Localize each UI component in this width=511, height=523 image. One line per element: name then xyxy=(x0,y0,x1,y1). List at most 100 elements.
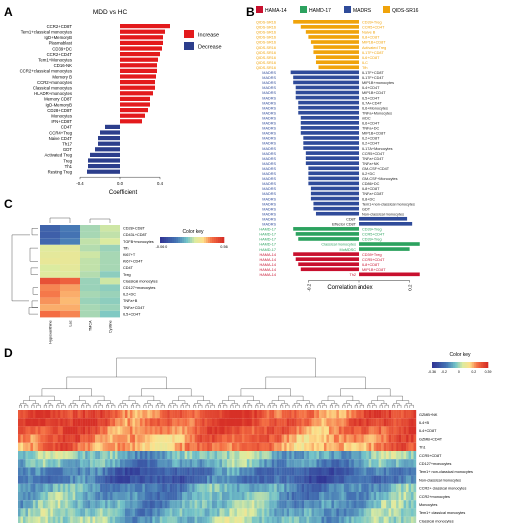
panel-c-color-key-segment xyxy=(168,237,171,243)
panel-c-dendrogram-branch xyxy=(31,300,38,308)
panel-d-cell xyxy=(224,410,228,419)
panel-d-cell xyxy=(294,500,297,509)
panel-d-cell xyxy=(95,483,98,492)
panel-d-cell xyxy=(304,418,307,427)
panel-d-cell xyxy=(85,500,88,509)
panel-d-cell xyxy=(296,500,300,509)
panel-d-cell xyxy=(281,418,285,427)
panel-a-bar xyxy=(120,91,153,96)
panel-b-scale-label: QIDS-SR16 xyxy=(256,36,276,40)
panel-d-cell xyxy=(408,483,412,492)
panel-d-cell xyxy=(92,410,96,419)
panel-d-cell xyxy=(182,467,185,476)
panel-d-cell xyxy=(25,459,29,468)
panel-d-cell xyxy=(328,459,332,468)
panel-d-cell xyxy=(18,459,21,468)
panel-d-cell xyxy=(207,467,210,476)
panel-d-cell xyxy=(318,434,322,443)
panel-d-cell xyxy=(115,410,118,419)
panel-d-cell xyxy=(358,508,362,517)
panel-d-cell xyxy=(281,500,285,509)
panel-d-cell xyxy=(107,516,111,523)
panel-d-cell xyxy=(358,492,362,501)
panel-d-cell xyxy=(62,467,66,476)
panel-d-cell xyxy=(378,500,382,509)
panel-d-cell xyxy=(269,475,272,484)
panel-d-cell xyxy=(241,483,245,492)
panel-d-cell xyxy=(226,451,230,460)
panel-d-cell xyxy=(100,451,103,460)
panel-d-cell xyxy=(47,459,51,468)
panel-d-cell xyxy=(264,467,267,476)
panel-d-cell xyxy=(241,426,245,435)
panel-d-cell xyxy=(256,426,260,435)
panel-d-cell xyxy=(371,500,374,509)
panel-d-cell xyxy=(179,500,183,509)
panel-d-cell xyxy=(363,467,367,476)
panel-d-cell xyxy=(291,483,295,492)
panel-d-dendrogram-branch xyxy=(219,403,226,406)
panel-d-cell xyxy=(366,426,369,435)
panel-d-cell xyxy=(95,475,98,484)
panel-d-cell xyxy=(184,467,188,476)
panel-d-cell xyxy=(102,442,106,451)
panel-a-bar xyxy=(120,57,158,62)
panel-d-cell xyxy=(301,500,305,509)
panel-d-cell xyxy=(328,475,332,484)
panel-d-cell xyxy=(333,459,337,468)
panel-d-cell xyxy=(306,410,310,419)
panel-d-cell xyxy=(408,516,412,523)
panel-d-cell xyxy=(351,483,355,492)
panel-d-color-key-segment xyxy=(484,362,487,368)
panel-a-xlabel: Coefficient xyxy=(109,190,138,196)
panel-d-cell xyxy=(231,516,235,523)
panel-d-cell xyxy=(47,492,51,501)
panel-d-cell xyxy=(27,516,31,523)
panel-d-cell xyxy=(373,410,377,419)
panel-d-cell xyxy=(246,508,250,517)
panel-d-dendrogram-branch xyxy=(144,403,151,406)
panel-d-cell xyxy=(371,426,374,435)
panel-d-cell xyxy=(284,483,287,492)
panel-d-cell xyxy=(167,492,170,501)
panel-d-cell xyxy=(112,434,116,443)
panel-d-cell xyxy=(157,516,160,523)
panel-d-cell xyxy=(119,426,123,435)
panel-d-cell xyxy=(271,475,275,484)
panel-c-color-key-segment xyxy=(192,237,195,243)
panel-d-cell xyxy=(408,467,412,476)
panel-d-cell xyxy=(139,434,143,443)
panel-b-scale-label: MADRS xyxy=(262,142,276,146)
panel-b-legend-label: HAMD-17 xyxy=(309,8,331,14)
panel-d-cell xyxy=(204,410,208,419)
panel-d-cell xyxy=(60,500,63,509)
panel-d-cell xyxy=(139,475,143,484)
panel-d-cell xyxy=(259,483,262,492)
panel-d-cell xyxy=(289,508,292,517)
panel-d-cell xyxy=(95,516,98,523)
panel-d-cell xyxy=(184,459,188,468)
panel-b-scale-label: MADRS xyxy=(262,91,276,95)
panel-d-cell xyxy=(234,475,238,484)
panel-d-cell xyxy=(388,483,392,492)
panel-d-cell xyxy=(164,451,168,460)
panel-d-cell xyxy=(45,451,49,460)
panel-d-cell xyxy=(30,442,34,451)
panel-d-cell xyxy=(22,508,26,517)
panel-d-cell xyxy=(119,475,123,484)
panel-d-cell xyxy=(100,418,103,427)
panel-d-cell xyxy=(97,475,101,484)
panel-d-cell xyxy=(92,418,96,427)
panel-d-cell xyxy=(70,426,73,435)
panel-d-cell xyxy=(326,434,330,443)
panel-d-cell xyxy=(87,418,91,427)
panel-d-cell xyxy=(413,451,417,460)
panel-a-bar xyxy=(100,130,120,135)
panel-d-cell xyxy=(366,475,369,484)
panel-d-cell xyxy=(47,516,51,523)
panel-a-bar xyxy=(120,85,155,90)
panel-d-cell xyxy=(314,426,317,435)
panel-d-cell xyxy=(306,475,310,484)
panel-d-cell xyxy=(393,516,397,523)
panel-d-cell xyxy=(127,459,131,468)
